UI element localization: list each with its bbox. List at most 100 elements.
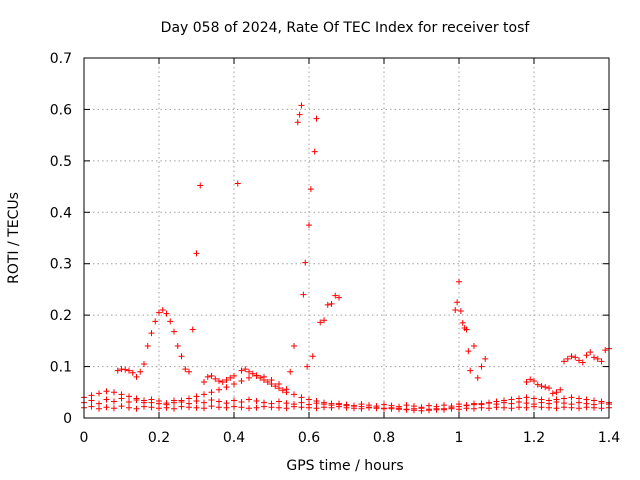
data-point [538,383,545,390]
data-point [418,407,425,414]
data-point [96,400,102,407]
data-point [126,367,132,374]
data-point [88,397,95,404]
data-point [276,385,282,392]
data-point [276,404,282,411]
data-point [587,349,594,356]
data-point [538,396,545,403]
data-point [246,368,252,375]
data-point [553,405,560,412]
y-tick-label: 0.3 [50,257,72,273]
data-point [561,395,567,402]
data-point [452,307,459,313]
data-point [486,399,492,406]
data-point [553,396,560,403]
data-point [186,368,192,375]
data-point [264,379,271,385]
data-point [482,355,489,362]
data-point [583,352,590,359]
data-point [197,182,204,189]
series-group [287,102,342,375]
data-point [576,357,582,364]
data-point [133,395,140,402]
data-point [291,391,297,398]
x-tick-label: 1 [455,430,464,446]
series-group [81,372,612,414]
data-point [276,398,282,405]
data-point [313,405,320,412]
data-point [129,369,136,376]
x-tick-label: 0.2 [148,430,170,446]
data-point [474,374,481,381]
y-tick-label: 0.4 [50,205,72,221]
data-point [591,397,597,404]
data-point [227,374,234,381]
x-tick-label: 1.2 [523,430,545,446]
data-point [223,376,230,383]
data-point [306,222,312,229]
data-point [298,102,305,109]
data-point [219,379,226,385]
data-point [568,353,575,360]
y-axis-label: ROTI / TECUs [6,192,22,284]
data-point [253,372,260,379]
data-point [467,367,474,374]
data-point [516,404,522,411]
data-point [306,396,312,403]
y-tick-label: 0.7 [50,51,72,67]
x-tick-label: 0.6 [298,430,320,446]
data-point [238,367,245,374]
data-point [531,401,537,408]
data-point [182,366,189,373]
data-point [156,400,162,407]
data-point [216,404,222,411]
data-point [193,393,200,400]
data-point [178,353,185,360]
data-point [231,403,237,410]
data-point [148,399,155,406]
data-point [304,363,311,370]
data-point [261,376,267,383]
data-point [332,292,339,299]
data-point [366,404,372,411]
data-point [523,394,530,401]
data-point [204,373,211,380]
data-point [231,397,237,404]
data-point [296,111,303,118]
data-point [163,310,170,317]
data-point [246,374,252,381]
series-group [114,180,290,396]
data-point [171,399,177,406]
y-tick-label: 0.5 [50,154,72,170]
data-point [396,406,402,413]
data-point [208,389,215,396]
x-tick-label: 1.4 [598,430,620,446]
data-point [579,359,586,366]
data-point [103,404,110,411]
y-tick-label: 0.1 [50,360,72,376]
data-point [568,394,575,401]
data-point [328,300,335,307]
data-point [568,401,575,408]
data-point [231,372,237,379]
x-axis-label: GPS time / hours [286,458,403,474]
data-point [103,388,110,395]
data-point [546,385,552,392]
data-point [118,391,125,398]
data-point [238,377,245,384]
data-point [223,400,230,407]
data-point [118,366,125,373]
data-point [531,377,537,384]
data-point [216,386,222,393]
data-point [561,358,567,365]
data-point [549,390,556,397]
data-point [156,309,162,316]
data-point [534,381,541,388]
data-point [111,398,117,405]
data-point [246,396,252,403]
data-point [268,381,275,388]
data-point [193,404,200,411]
data-point [411,407,417,414]
data-point [576,395,582,402]
data-point [126,399,132,406]
